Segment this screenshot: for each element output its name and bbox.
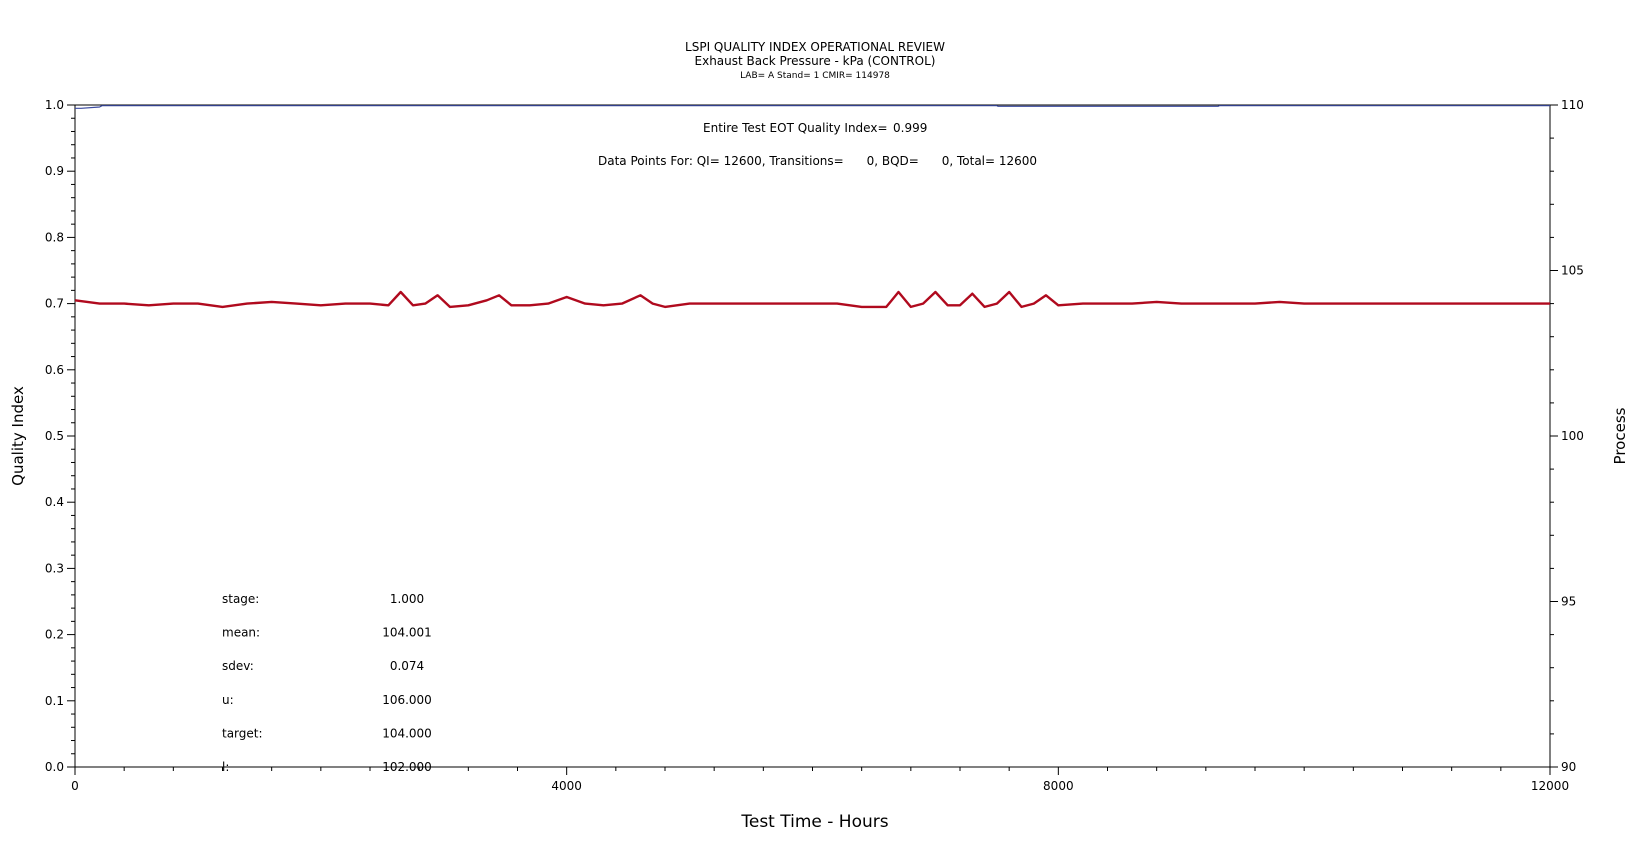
chart-subtitle-lab: LAB= A Stand= 1 CMIR= 114978 [740, 71, 890, 81]
y-tick-label: 0.2 [45, 628, 64, 642]
x-tick-label: 8000 [1043, 779, 1074, 793]
x-tick-label: 12000 [1531, 779, 1569, 793]
y-tick-label: 0.0 [45, 760, 64, 774]
process-series-line [74, 290, 1550, 309]
chart-subtitle: Exhaust Back Pressure - kPa (CONTROL) [695, 54, 936, 68]
stat-value: 104.000 [382, 726, 432, 740]
stat-value: 104.001 [382, 626, 432, 640]
y-tick-label: 0.3 [45, 561, 64, 575]
y2-tick-label: 100 [1561, 429, 1584, 443]
y2-axis-label: Process [1611, 407, 1629, 464]
y-tick-label: 1.0 [45, 98, 64, 112]
x-tick-label: 0 [71, 779, 79, 793]
y-tick-label: 0.1 [45, 694, 64, 708]
eot-quality-label: Entire Test EOT Quality Index= [703, 121, 888, 135]
stat-label: u: [222, 693, 234, 707]
y-tick-label: 0.7 [45, 297, 64, 311]
y2-tick-label: 110 [1561, 98, 1584, 112]
data-points-summary: Data Points For: QI= 12600, Transitions=… [598, 154, 1037, 168]
y-tick-label: 0.8 [45, 230, 64, 244]
y-tick-label: 0.9 [45, 164, 64, 178]
x-tick-label: 4000 [551, 779, 582, 793]
y-tick-label: 0.4 [45, 495, 64, 509]
y-tick-label: 0.6 [45, 363, 64, 377]
y-tick-label: 0.5 [45, 429, 64, 443]
y2-tick-label: 95 [1561, 595, 1576, 609]
y2-tick-label: 105 [1561, 264, 1584, 278]
chart-title: LSPI QUALITY INDEX OPERATIONAL REVIEW [685, 40, 945, 54]
plot-frame [74, 104, 1551, 768]
stat-value: 1.000 [390, 592, 424, 606]
x-axis-label: Test Time - Hours [740, 812, 888, 832]
stat-label: l: [222, 760, 229, 774]
eot-quality-value: 0.999 [893, 121, 927, 135]
stat-label: stage: [222, 592, 259, 606]
stat-label: mean: [222, 626, 260, 640]
stat-value: 102.000 [382, 760, 432, 774]
stat-value: 0.074 [390, 659, 424, 673]
quality-index-series-line [75, 105, 1550, 109]
stat-label: sdev: [222, 659, 254, 673]
stat-label: target: [222, 726, 263, 740]
y2-tick-label: 90 [1561, 760, 1576, 774]
y-axis-label: Quality Index [9, 386, 27, 486]
stats-block: stage: 1.000 mean: 104.001 sdev: 0.074 u: 106.0… [222, 592, 432, 774]
stat-value: 106.000 [382, 693, 432, 707]
